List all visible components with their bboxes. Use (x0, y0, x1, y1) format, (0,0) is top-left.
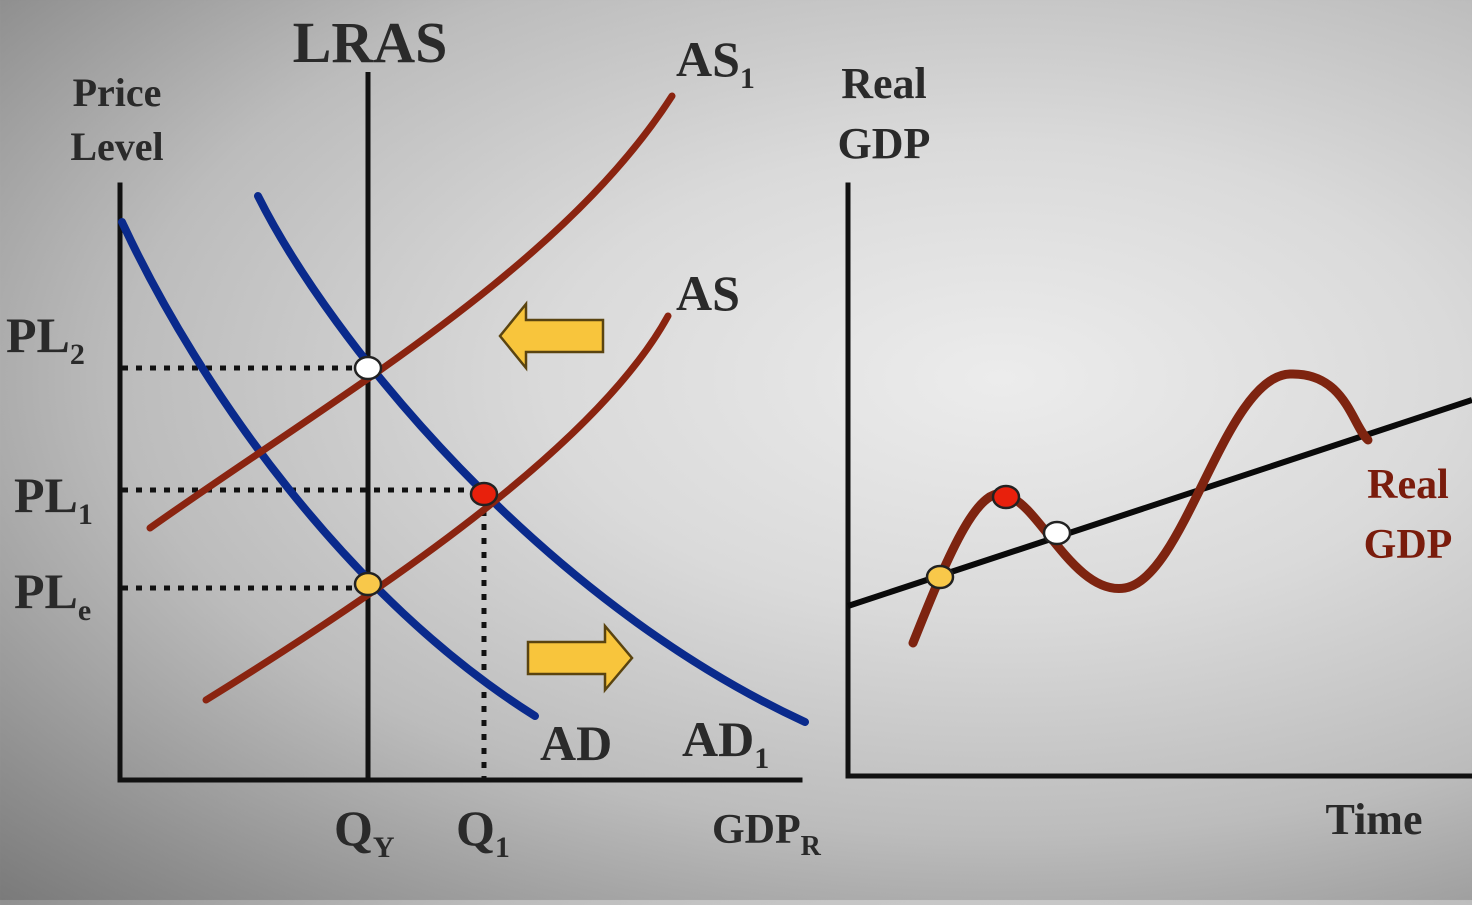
left-shift-arrow (498, 300, 605, 372)
ad-curve (118, 218, 539, 720)
real-gdp-series-label-2: GDP (1364, 522, 1453, 568)
ad-label: AD (540, 715, 612, 771)
point-pl2 (353, 355, 383, 381)
point-pl1 (469, 481, 499, 507)
right-axes (845, 182, 1472, 779)
as1-curve (146, 92, 676, 532)
real-gdp-cycle (908, 369, 1373, 648)
right-shift-arrow (526, 622, 634, 694)
point-peak (991, 484, 1021, 510)
price-level-label-1: Price (73, 70, 162, 115)
ad-as-panel: LRAS Price Level AS1 AS AD AD1 PL2 PL1 P… (6, 10, 822, 864)
as-curve (202, 312, 672, 704)
business-cycle-panel: Real GDP Time Real GDP (838, 59, 1472, 844)
real-gdp-axis-label-1: Real (841, 59, 927, 108)
point-return (1042, 520, 1072, 546)
real-gdp-series-label-1: Real (1367, 462, 1449, 508)
q1-label: Q1 (456, 800, 510, 864)
as1-label: AS1 (676, 31, 755, 95)
real-gdp-axis-label-2: GDP (838, 119, 931, 168)
pl1-label: PL1 (14, 467, 93, 531)
pl2-label: PL2 (6, 307, 85, 371)
left-axes (117, 182, 803, 783)
ad1-curve (254, 192, 809, 726)
price-level-label-2: Level (70, 124, 163, 169)
point-start (925, 564, 955, 590)
gdp-r-label: GDPR (712, 807, 822, 862)
point-ple (353, 571, 383, 597)
ad1-label: AD1 (682, 711, 769, 775)
lras-label: LRAS (293, 10, 448, 75)
as-label: AS (676, 265, 740, 321)
time-label: Time (1326, 795, 1423, 844)
qy-label: QY (334, 800, 395, 864)
ple-label: PLe (14, 563, 91, 627)
